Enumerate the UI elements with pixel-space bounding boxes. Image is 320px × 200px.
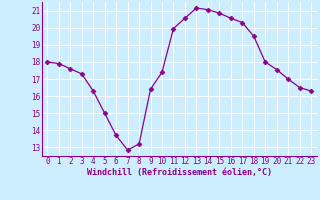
X-axis label: Windchill (Refroidissement éolien,°C): Windchill (Refroidissement éolien,°C) xyxy=(87,168,272,177)
